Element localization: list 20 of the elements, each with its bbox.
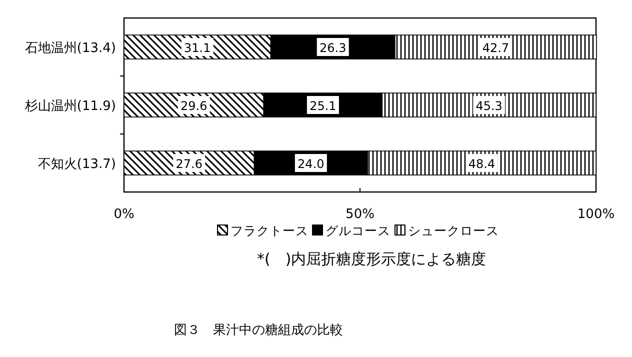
x-tick-label: 100% [577,207,615,222]
data-label: 27.6 [176,157,202,171]
y-tick-label: 杉山温州(11.9) [24,99,116,114]
x-tick-label: 0% [114,207,134,222]
text: *( )内屈折糖度形示度による糖度 [257,250,486,268]
data-label: 26.3 [320,41,346,55]
data-label: 42.7 [482,41,510,55]
data-label: 29.6 [180,99,208,113]
x-tick-label: 50% [346,207,374,222]
data-label: 45.3 [476,99,502,113]
data-label: 48.4 [468,157,496,171]
y-tick-label: 不知火(13.7) [38,157,116,172]
data-label: 31.1 [184,41,211,55]
data-label: 25.1 [310,99,336,113]
legend-label: フラクトース [230,223,308,238]
data-label: 24.0 [298,157,324,171]
y-tick-label: 石地温州(13.4) [24,41,116,56]
legend-label: グルコース [326,223,390,238]
text: 図３ 果汁中の糖組成の比較 [174,323,343,338]
legend-label: シュークロース [408,223,499,238]
